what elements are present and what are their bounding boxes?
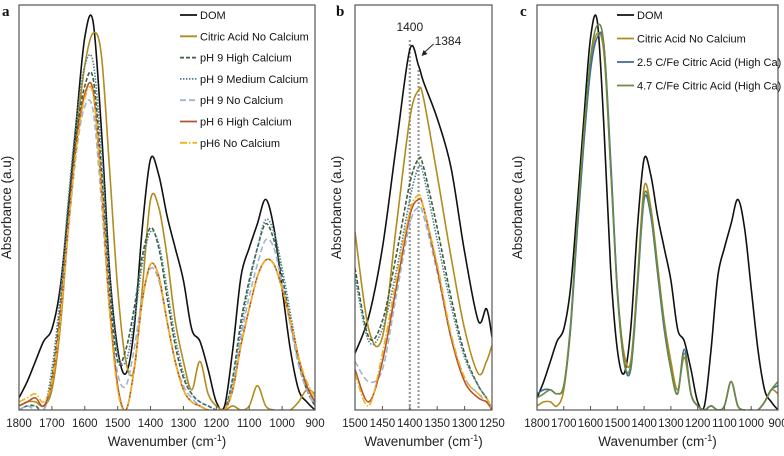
x-tick-label: 1200 [204,418,230,430]
x-tick-label: 1250 [479,418,505,430]
annotation-arrowhead [421,50,428,56]
x-axis-label-superscript: -1 [470,433,478,443]
x-tick-label: 1400 [397,418,423,430]
legend-label: pH 9 High Calcium [200,53,292,65]
series-line-ph-9-medium-calcium [355,163,492,410]
x-axis-label: Wavenumber (cm-1) [598,433,717,449]
series-group [355,44,492,410]
series-line-ph-9-no-calcium [355,205,492,410]
panel-a: a 1800 1700 1600 1500 1400 1300 1200 1100 1000 900… [0,4,325,449]
series-line-ph-6-high-calcium [19,81,315,410]
x-tick-label: 1500 [605,418,631,430]
x-tick-label: 1300 [452,418,478,430]
series-line-dom [537,14,778,410]
series-line-ph-6-high-calcium [355,197,492,410]
x-tick-label: 1600 [578,418,604,430]
legend-label: Citric Acid No Calcium [637,34,746,46]
x-axis-label-text: ) [478,434,483,449]
x-axis-label-text: Wavenumber (cm [598,434,704,449]
legend: DOM Citric Acid No Calcium 2.5 C/Fe Citric… [617,10,781,93]
y-axis-label: Absorbance (a.u) [0,156,14,260]
x-tick-label: 1400 [138,418,164,430]
x-tick-label: 900 [768,418,784,430]
x-tick-label: 1600 [72,418,98,430]
y-axis-label: Absorbance (a.u) [510,156,525,260]
annotation-label: 1400 [396,20,423,34]
plot-frame [18,4,316,411]
x-axis-label-superscript: -1 [704,433,712,443]
x-tick-label: 1500 [105,418,131,430]
x-tick-label: 1800 [524,418,550,430]
series-line-citric-acid-no-calcium [19,31,315,410]
x-tick-label: 1500 [342,418,368,430]
legend-label: DOM [637,10,663,22]
series-line-ph-9-high-calcium [355,156,492,410]
x-tick-label: 1350 [424,418,450,430]
legend: DOM Citric Acid No Calcium pH 9 High Calci… [180,10,309,150]
legend-label: pH6 No Calcium [200,138,280,150]
legend-label: pH 6 High Calcium [200,117,292,129]
series-line-ph-9-medium-calcium [19,53,315,410]
x-axis-label-superscript: -1 [214,433,222,443]
x-tick-label: 1000 [738,418,764,430]
series-line-ph6-no-calcium [19,85,315,410]
legend-label: pH 9 No Calcium [200,95,283,107]
x-tick-label: 1100 [712,418,737,430]
y-axis-label: Absorbance (a.u) [329,156,344,260]
x-axis-label-text: ) [712,434,717,449]
x-tick-label: 1200 [685,418,711,430]
x-tick-label: 1450 [370,418,396,430]
series-group [19,14,315,410]
series-line-ph6-no-calcium [355,194,492,410]
x-tick-label: 1800 [6,418,32,430]
x-tick-label: 1700 [551,418,577,430]
x-tick-label: 1400 [631,418,657,430]
x-axis-label: Wavenumber (cm-1) [108,433,227,449]
x-tick-label: 1100 [237,418,262,430]
x-axis-label: Wavenumber (cm-1) [364,433,483,449]
x-axis-label-text: Wavenumber (cm [364,434,470,449]
x-axis-label-text: Wavenumber (cm [108,434,214,449]
x-tick-label: 900 [305,418,324,430]
legend-label: DOM [200,10,226,22]
legend-label: Citric Acid No Calcium [200,31,309,43]
legend-label: 4.7 C/Fe Citric Acid (High Ca) [637,81,781,93]
legend-label: pH 9 Medium Calcium [200,74,308,86]
x-tick-label: 1300 [171,418,197,430]
plot-frame [354,4,493,411]
x-tick-label: 1700 [39,418,65,430]
panel-letter: a [2,4,10,20]
legend-label: 2.5 C/Fe Citric Acid (High Ca) [637,57,781,69]
x-axis-label-text: ) [222,434,227,449]
x-tick-label: 1000 [269,418,295,430]
series-line-4-7-c-fe-citric-acid-high-ca- [537,23,778,410]
annotation-label: 1384 [435,34,462,48]
series-line-dom [355,44,492,354]
x-tick-label: 1300 [658,418,684,430]
series-group [537,14,778,410]
panel-letter: c [520,4,527,20]
series-line-citric-acid-no-calcium [355,86,492,376]
plot-frame [536,4,779,411]
panel-letter: b [336,4,344,20]
